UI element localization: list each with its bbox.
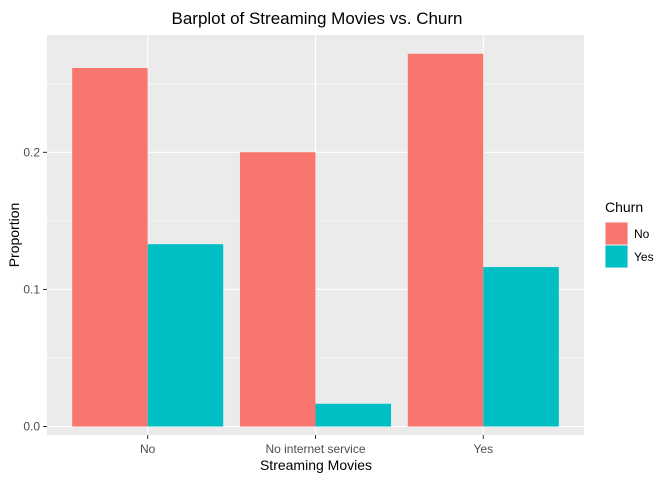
legend-swatch <box>605 222 628 245</box>
legend-title: Churn <box>605 199 643 215</box>
legend-label: Yes <box>634 250 654 264</box>
y-tick-label: 0.0 <box>23 420 40 434</box>
x-tick-label: No <box>140 442 156 456</box>
x-tick-label: No internet service <box>265 442 365 456</box>
bar <box>72 68 148 427</box>
y-tick-label: 0.1 <box>23 282 40 296</box>
y-axis: 0.0 0.1 0.2 <box>23 145 47 434</box>
bar <box>315 403 392 427</box>
bars <box>72 53 559 427</box>
x-tick-label: Yes <box>474 442 494 456</box>
legend-swatch <box>605 245 628 268</box>
x-axis: No No internet service Yes <box>140 435 493 456</box>
bar <box>147 244 224 427</box>
x-axis-title: Streaming Movies <box>260 457 372 473</box>
bar <box>483 267 559 427</box>
legend-label: No <box>634 227 650 241</box>
bar <box>239 152 316 427</box>
legend: Churn No Yes <box>605 199 654 268</box>
y-axis-title: Proportion <box>6 203 22 268</box>
y-tick-label: 0.2 <box>23 145 40 159</box>
chart-title: Barplot of Streaming Movies vs. Churn <box>171 9 462 28</box>
bar <box>407 53 484 427</box>
